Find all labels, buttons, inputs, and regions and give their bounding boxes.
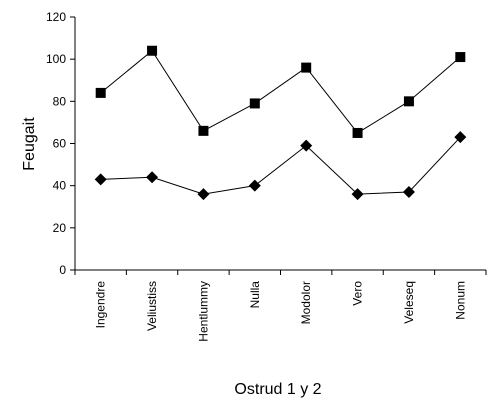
series-line-2 [100,136,461,195]
y-tick-label: 120 [46,10,66,24]
data-point-diamond [248,179,261,192]
data-point-square [301,62,312,73]
series-line-1 [100,49,461,134]
data-point-square [455,52,466,63]
y-tick-label: 60 [53,137,67,151]
data-point-diamond [454,131,467,144]
y-axis-title: Feugait [21,117,38,171]
y-tick-label: 100 [46,52,66,66]
data-point-square [403,96,414,107]
x-tick-label: Veliustiss [145,281,159,331]
x-axis: Ingendre Veliustiss Hentlummy Nulla Modolor V… [74,269,487,342]
data-point-square [352,127,363,138]
data-point-diamond [197,188,210,201]
data-point-diamond [94,173,107,186]
y-axis: 0 20 40 60 80 100 120 [46,10,76,277]
x-tick-label: Modolor [299,281,313,324]
data-point-square [198,125,209,136]
x-tick-label: Hentlummy [196,281,210,342]
x-tick-label: Veleseq [402,281,416,324]
data-point-square [249,98,260,109]
y-tick-label: 20 [53,221,67,235]
data-point-square [95,87,106,98]
y-tick-label: 40 [53,179,67,193]
x-tick-label: Nonum [453,281,467,320]
y-tick-label: 80 [53,94,67,108]
y-tick-label: 0 [59,263,66,277]
data-point-diamond [351,188,364,201]
series-area [94,45,467,201]
x-tick-label: Nulla [248,281,262,309]
x-tick-label: Vero [351,281,365,306]
data-point-diamond [146,171,159,184]
x-tick-label: Ingendre [94,281,108,329]
data-point-diamond [300,139,313,152]
data-point-diamond [402,185,415,198]
x-axis-title: Ostrud 1 y 2 [234,381,321,398]
data-point-square [147,45,158,56]
